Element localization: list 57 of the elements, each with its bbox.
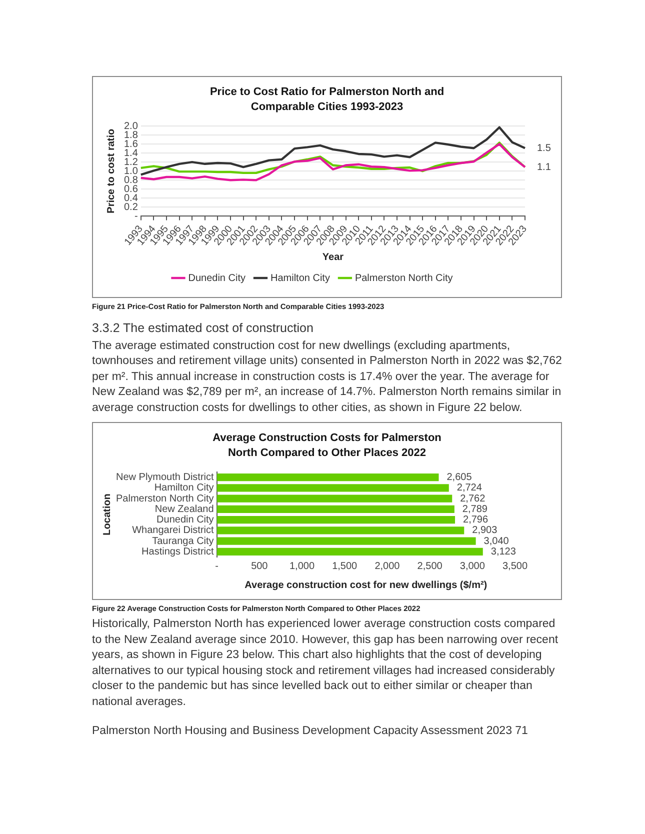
y-axis-title: Location xyxy=(102,494,113,536)
chart-title: Average Construction Costs for Palmerston North Compared to Other Places 2022 xyxy=(212,431,442,461)
x-tick-label: 3,000 xyxy=(460,560,486,572)
legend-label: Hamilton City xyxy=(270,272,330,284)
y-tick-label: New Zealand xyxy=(154,504,214,515)
data-label: 3,040 xyxy=(484,536,510,547)
x-tick-label: 2,000 xyxy=(374,560,400,572)
text: The average estimated construction cost for new dwellings (excluding apartments, townhouses and retirement village units) consented in Palmerston North in 2022 was $2,762 per m². This annual increase in construction costs is 17.4% over the year. The average for New Zealand was $2,789 per m², an increase of 14.7%. Palmerston North remains similar in average construction costs for dwellings to other cities, as shown in Figure 22 below. xyxy=(92,338,562,416)
y-tick-label: Whangarei District xyxy=(132,525,214,536)
y-tick-label: 2.0 xyxy=(124,120,138,132)
data-label: 2,605 xyxy=(446,472,472,484)
bar xyxy=(216,516,456,524)
y-tick-label: 0.8 xyxy=(124,174,138,186)
y-tick-label: - xyxy=(134,210,138,222)
x-tick-label: 500 xyxy=(251,560,268,572)
bar xyxy=(216,484,449,492)
chart-title: Price to Cost Ratio for Palmerston North and Comparable Cities 1993-2023 xyxy=(208,85,446,115)
x-tick-label: 3,500 xyxy=(502,560,528,572)
annotation: 1.1 xyxy=(537,162,552,173)
y-tick-label: 1.2 xyxy=(124,156,138,168)
bar xyxy=(216,548,483,556)
data-label: 2,789 xyxy=(462,504,488,515)
x-tick-label: 2,500 xyxy=(417,560,443,572)
data-label: 3,123 xyxy=(490,546,516,558)
legend-label: Dunedin City xyxy=(188,272,246,284)
y-tick-label: Palmerston North City xyxy=(116,493,214,504)
y-tick-label: 0.2 xyxy=(124,202,138,213)
bar xyxy=(216,505,454,514)
bar xyxy=(216,537,476,545)
x-axis-title: Average construction cost for new dwellings ($/m²) xyxy=(244,580,488,591)
text: Historically, Palmerston North has experienced lower average construction costs compared to the New Zealand average since 2010. However, this gap has been narrowing over recent years, as shown in Figure 23 below. This chart also highlights that the cost of developing alternatives to our typical housing stock and retirement villages had increased considerably closer to the pandemic but has since levelled back out to either similar or cheaper than national averages. xyxy=(92,617,560,710)
text: 3.3.2 The estimated cost of construction xyxy=(92,321,314,336)
y-tick-label: 1.4 xyxy=(124,148,138,159)
y-tick-label: 1.8 xyxy=(124,130,138,141)
legend-label: Palmerston North City xyxy=(354,272,453,284)
y-tick-label: 1.6 xyxy=(124,138,138,150)
x-tick-label: 1,500 xyxy=(332,560,358,572)
x-tick-label: 1,000 xyxy=(289,560,315,572)
y-tick-label: Dunedin City xyxy=(156,514,214,526)
data-label: 2,903 xyxy=(472,525,498,536)
y-tick-label: Hastings District xyxy=(142,546,214,558)
y-axis-title: Price to cost ratio xyxy=(106,128,117,214)
bar xyxy=(216,526,464,534)
x-axis-title: Year xyxy=(322,252,344,263)
data-label: 2,724 xyxy=(456,482,482,494)
text: Palmerston North Housing and Business Development Capacity Assessment 2023 71 xyxy=(92,724,529,739)
y-tick-label: Hamilton City xyxy=(154,482,214,494)
y-tick-label: New Plymouth District xyxy=(116,472,214,484)
annotation: 1.5 xyxy=(537,142,552,154)
bar xyxy=(216,473,439,482)
y-tick-label: 0.6 xyxy=(124,184,138,195)
y-tick-label: 1.0 xyxy=(124,166,138,177)
data-label: 2,762 xyxy=(460,493,486,504)
data-label: 2,796 xyxy=(463,514,488,526)
y-tick-label: 0.4 xyxy=(124,192,138,204)
y-tick-label: Tauranga City xyxy=(152,536,214,547)
bar xyxy=(216,494,452,502)
